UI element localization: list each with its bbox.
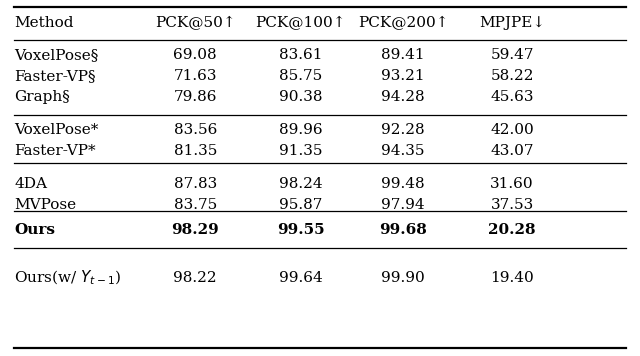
Text: Ours(w/ $\mathit{Y}_{t-1}$): Ours(w/ $\mathit{Y}_{t-1}$) [14, 269, 121, 287]
Text: Ours: Ours [14, 223, 55, 237]
Text: 85.75: 85.75 [279, 69, 323, 83]
Text: 98.22: 98.22 [173, 271, 217, 285]
Text: 94.35: 94.35 [381, 144, 425, 158]
Text: Faster-VP*: Faster-VP* [14, 144, 96, 158]
Text: PCK@200↑: PCK@200↑ [358, 16, 449, 30]
Text: 83.61: 83.61 [279, 48, 323, 62]
Text: PCK@50↑: PCK@50↑ [155, 16, 236, 30]
Text: 59.47: 59.47 [490, 48, 534, 62]
Text: PCK@100↑: PCK@100↑ [255, 16, 346, 30]
Text: 83.75: 83.75 [173, 198, 217, 212]
Text: 42.00: 42.00 [490, 123, 534, 137]
Text: 58.22: 58.22 [490, 69, 534, 83]
Text: 93.21: 93.21 [381, 69, 425, 83]
Text: 69.08: 69.08 [173, 48, 217, 62]
Text: 4DA: 4DA [14, 177, 47, 191]
Text: 45.63: 45.63 [490, 90, 534, 104]
Text: 89.41: 89.41 [381, 48, 425, 62]
Text: 99.68: 99.68 [380, 223, 427, 237]
Text: 94.28: 94.28 [381, 90, 425, 104]
Text: MPJPE↓: MPJPE↓ [479, 16, 545, 30]
Text: 92.28: 92.28 [381, 123, 425, 137]
Text: 83.56: 83.56 [173, 123, 217, 137]
Text: 98.24: 98.24 [279, 177, 323, 191]
Text: MVPose: MVPose [14, 198, 76, 212]
Text: Graph§: Graph§ [14, 90, 70, 104]
Text: 97.94: 97.94 [381, 198, 425, 212]
Text: 98.29: 98.29 [172, 223, 219, 237]
Text: 87.83: 87.83 [173, 177, 217, 191]
Text: 43.07: 43.07 [490, 144, 534, 158]
Text: VoxelPose§: VoxelPose§ [14, 48, 99, 62]
Text: 99.90: 99.90 [381, 271, 425, 285]
Text: 79.86: 79.86 [173, 90, 217, 104]
Text: 90.38: 90.38 [279, 90, 323, 104]
Text: 99.48: 99.48 [381, 177, 425, 191]
Text: Method: Method [14, 16, 74, 30]
Text: 89.96: 89.96 [279, 123, 323, 137]
Text: 95.87: 95.87 [279, 198, 323, 212]
Text: 19.40: 19.40 [490, 271, 534, 285]
Text: 31.60: 31.60 [490, 177, 534, 191]
Text: 99.55: 99.55 [277, 223, 324, 237]
Text: 99.64: 99.64 [279, 271, 323, 285]
Text: 91.35: 91.35 [279, 144, 323, 158]
Text: Faster-VP§: Faster-VP§ [14, 69, 95, 83]
Text: VoxelPose*: VoxelPose* [14, 123, 99, 137]
Text: 81.35: 81.35 [173, 144, 217, 158]
Text: 71.63: 71.63 [173, 69, 217, 83]
Text: 37.53: 37.53 [490, 198, 534, 212]
Text: 20.28: 20.28 [488, 223, 536, 237]
